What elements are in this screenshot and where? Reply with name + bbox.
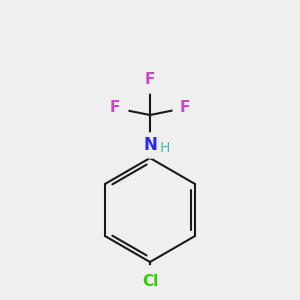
Text: Cl: Cl xyxy=(142,274,158,290)
Text: F: F xyxy=(110,100,120,116)
Text: F: F xyxy=(145,73,155,88)
Text: N: N xyxy=(143,136,157,154)
Text: F: F xyxy=(180,100,190,116)
Text: H: H xyxy=(160,141,170,155)
